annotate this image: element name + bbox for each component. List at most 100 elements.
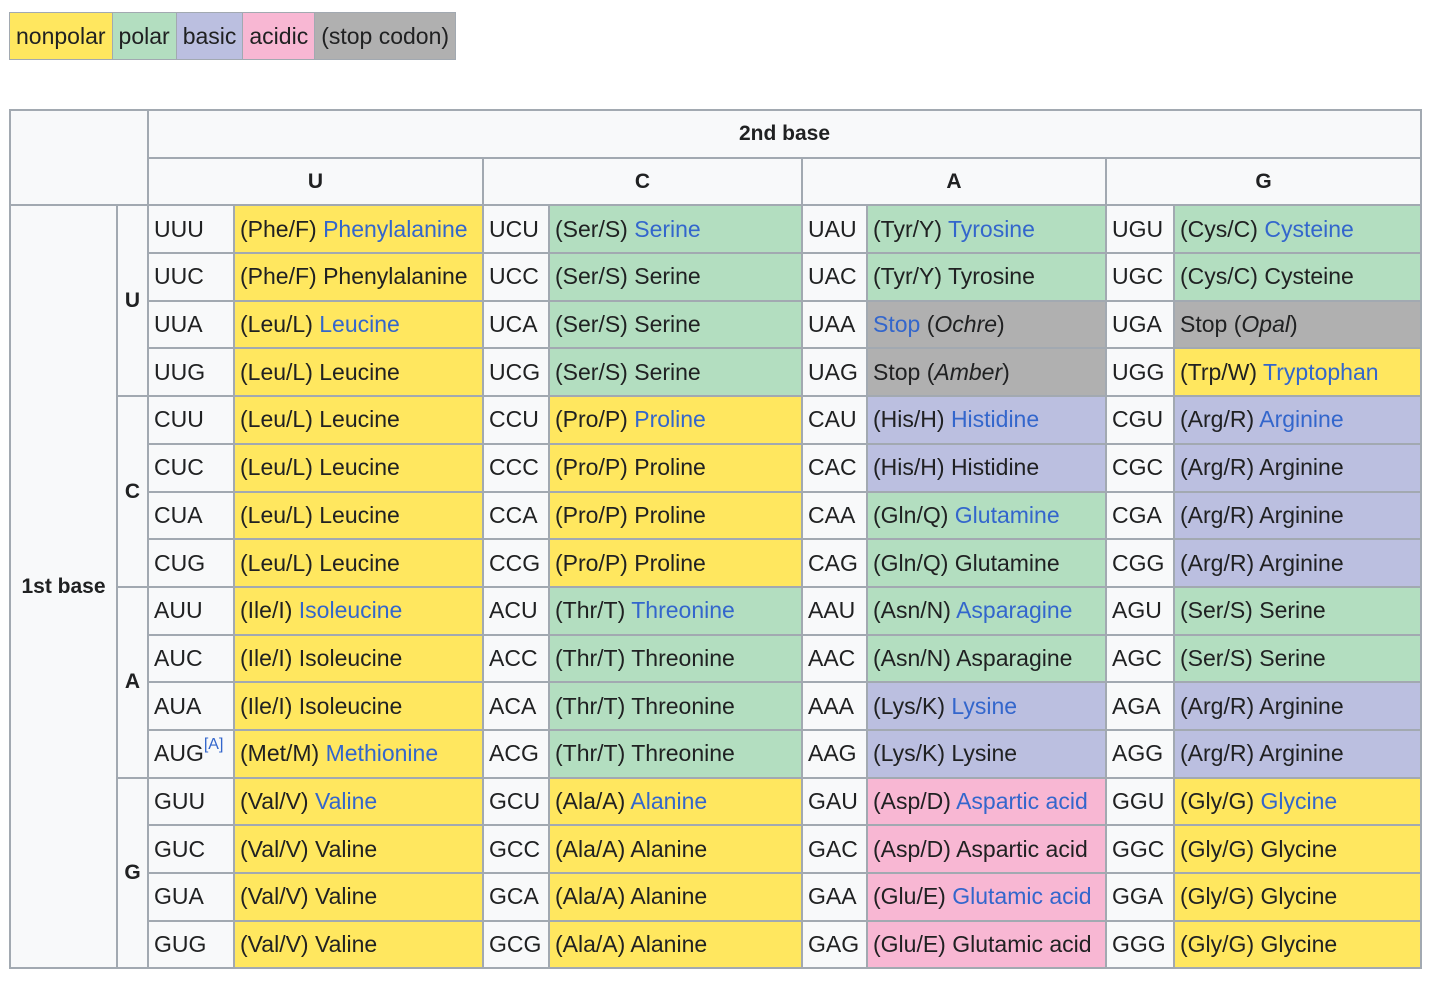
table-row: UUG (Leu/L) Leucine UCG (Ser/S) Serine UAG St… <box>10 347 1423 398</box>
table-row: G GUU (Val/V) Valine GCU (Ala/A) Alanine GAU(… <box>10 776 1423 970</box>
table-row: A AUU (Ile/I) Isoleucine ACU (Thr/T) Threoni… <box>10 585 1423 779</box>
amino-acid-cell: (Phe/F) Phenylalanine <box>233 252 484 302</box>
amino-acid-cell: (His/H) Histidine <box>866 442 1107 493</box>
amino-acid-cell: (Ser/S) Serine <box>1172 633 1423 684</box>
amino-acid-cell: (Lys/K) Lysine <box>866 681 1107 731</box>
amino-acid-link[interactable]: Arginine <box>1259 406 1344 433</box>
codon-cell: GAA <box>801 872 868 922</box>
table-row: GUG (Val/V) Valine GCG (Ala/A) Alanine GAG (G… <box>10 919 1423 970</box>
amino-acid-cell: (Thr/T) Threonine <box>548 681 803 731</box>
codon-cell: CAG <box>801 538 868 588</box>
amino-acid-link[interactable]: Leucine <box>319 311 400 338</box>
amino-acid-link[interactable]: Histidine <box>950 406 1040 433</box>
amino-acid-cell: (Ile/I) Isoleucine <box>233 585 484 636</box>
footnote-link[interactable]: [A] <box>203 736 224 754</box>
second-base-header: 2nd base <box>146 109 1423 159</box>
stop-codon-name: Amber <box>934 358 1003 385</box>
amino-acid-link[interactable]: Glutamic acid <box>952 883 1092 910</box>
codon-cell: GCG <box>482 919 550 970</box>
codon-cell: CUG <box>147 538 235 588</box>
codon-cell: UUU <box>147 204 235 255</box>
corner-cell <box>9 108 149 207</box>
amino-acid-link[interactable]: Alanine <box>630 787 708 814</box>
amino-acid-cell: (Met/M) Methionine <box>233 728 484 779</box>
codon-cell: UGU <box>1105 204 1175 255</box>
codon-cell: AGC <box>1105 633 1175 684</box>
codon-cell: CCA <box>482 490 550 541</box>
amino-acid-cell: (Asp/D) Aspartic acid <box>866 776 1107 827</box>
legend-stop: (stop codon) <box>315 13 456 59</box>
amino-acid-link[interactable]: Cysteine <box>1264 215 1354 242</box>
amino-acid-link[interactable]: Threonine <box>631 597 735 624</box>
amino-acid-cell: (Val/V) Valine <box>233 872 484 922</box>
amino-acid-link[interactable]: Methionine <box>325 740 439 767</box>
codon-cell: AAC <box>801 633 868 684</box>
codon-cell: CAC <box>801 442 868 493</box>
amino-acid-cell: (Gln/Q) Glutamine <box>866 490 1107 541</box>
legend-acidic: acidic <box>243 13 316 59</box>
table-row: 1st base U UUU (Phe/F) Phenylalanine UCU (Ser… <box>9 204 1423 970</box>
amino-acid-cell: (Ala/A) Alanine <box>548 824 803 874</box>
codon-cell: AUU <box>147 585 235 636</box>
amino-acid-cell: (Tyr/Y) Tyrosine <box>866 204 1107 255</box>
codon-cell: AAU <box>801 585 868 636</box>
header-row-second-base: 2nd base <box>9 108 1423 207</box>
amino-acid-link[interactable]: Stop <box>873 311 921 338</box>
table-row: C CUU (Leu/L) Leucine CCU (Pro/P) Proline CAU… <box>10 395 1423 588</box>
codon-cell: ACU <box>482 585 550 636</box>
codon-cell: AGU <box>1105 585 1175 636</box>
amino-acid-link[interactable]: Valine <box>314 787 378 814</box>
amino-acid-cell: (Leu/L) Leucine <box>233 490 484 541</box>
amino-acid-link[interactable]: Serine <box>634 215 701 242</box>
codon-cell: ACG <box>482 728 550 779</box>
amino-acid-cell: (Leu/L) Leucine <box>233 299 484 350</box>
amino-acid-cell: (Ala/A) Alanine <box>548 872 803 922</box>
amino-acid-cell: (Glu/E) Glutamic acid <box>866 919 1107 970</box>
amino-acid-cell: (His/H) Histidine <box>866 395 1107 445</box>
amino-acid-cell: (Pro/P) Proline <box>548 538 803 588</box>
amino-acid-link[interactable]: Asparagine <box>956 597 1073 624</box>
second-base-c: C <box>482 156 803 207</box>
codon-cell: UAA <box>801 299 868 350</box>
codon-cell: AAG <box>801 728 868 779</box>
codon-cell: CUU <box>147 395 235 445</box>
amino-acid-cell: (Gly/G) Glycine <box>1172 824 1423 874</box>
amino-acid-cell: (Val/V) Valine <box>233 919 484 970</box>
amino-acid-link[interactable]: Tryptophan <box>1263 358 1379 385</box>
table-row: CUA (Leu/L) Leucine CCA (Pro/P) Proline CAA(… <box>10 490 1423 541</box>
codon-cell: UCU <box>482 204 550 255</box>
amino-acid-link[interactable]: Isoleucine <box>298 597 403 624</box>
second-base-u: U <box>147 156 484 207</box>
amino-acid-cell: (Arg/R) Arginine <box>1172 728 1423 779</box>
codon-cell: GCC <box>482 824 550 874</box>
codon-cell: CGA <box>1105 490 1175 541</box>
amino-acid-cell: (Arg/R) Arginine <box>1172 442 1423 493</box>
amino-acid-cell: (Val/V) Valine <box>233 824 484 874</box>
amino-acid-link[interactable]: Lysine <box>951 692 1018 719</box>
amino-acid-cell: (Asn/N) Asparagine <box>866 633 1107 684</box>
amino-acid-link[interactable]: Glycine <box>1260 787 1338 814</box>
amino-acid-link[interactable]: Aspartic acid <box>956 787 1088 814</box>
amino-acid-cell: (Arg/R) Arginine <box>1172 395 1423 445</box>
codon-cell: ACC <box>482 633 550 684</box>
first-base-u: U <box>116 204 149 398</box>
codon-cell: AUG[A] <box>147 728 235 779</box>
table-row: AUC (Ile/I) Isoleucine ACC (Thr/T) Threonin… <box>10 633 1423 684</box>
codon-cell: UGC <box>1105 252 1175 302</box>
codon-cell: UUA <box>147 299 235 350</box>
codon-cell: GAG <box>801 919 868 970</box>
amino-acid-cell: (Glu/E) Glutamic acid <box>866 872 1107 922</box>
amino-acid-cell: (Lys/K) Lysine <box>866 728 1107 779</box>
amino-acid-link[interactable]: Phenylalanine <box>323 215 468 242</box>
codon-cell: AGA <box>1105 681 1175 731</box>
amino-acid-link[interactable]: Tyrosine <box>947 215 1035 242</box>
amino-acid-link[interactable]: Glutamine <box>954 501 1060 528</box>
codon-cell: UCG <box>482 347 550 398</box>
amino-acid-link[interactable]: Proline <box>634 406 706 433</box>
amino-acid-cell: (Leu/L) Leucine <box>233 442 484 493</box>
codon-cell: CGC <box>1105 442 1175 493</box>
first-base-g: G <box>116 776 149 970</box>
first-base-c: C <box>116 395 149 588</box>
amino-acid-cell: (Arg/R) Arginine <box>1172 490 1423 541</box>
